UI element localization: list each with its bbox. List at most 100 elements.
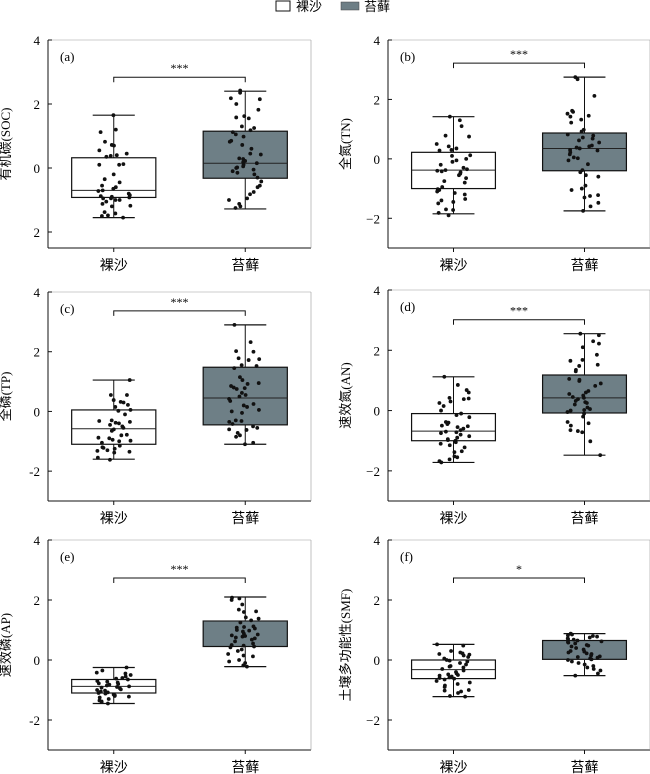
- data-point: [124, 432, 129, 437]
- data-point: [569, 659, 574, 664]
- box-group-bare: [71, 113, 157, 220]
- data-point: [117, 198, 122, 202]
- data-point: [447, 114, 452, 119]
- data-point: [233, 635, 238, 640]
- panel-f: 4 2 0 −2 土壤多功能性(SMF) (f) 裸沙 苔藓 *: [338, 533, 650, 774]
- data-point: [576, 661, 581, 665]
- data-point: [587, 635, 592, 640]
- data-point: [240, 411, 244, 415]
- box-group-bare: [410, 642, 497, 699]
- data-point: [240, 602, 245, 607]
- panel-c: 4 2 0 -2 全磷(TP) (c) 裸沙 苔藓 ***: [0, 285, 312, 527]
- data-point: [455, 682, 460, 686]
- data-point: [442, 685, 447, 689]
- data-point: [99, 700, 104, 704]
- data-point: [455, 383, 460, 387]
- data-point: [452, 676, 457, 681]
- data-point: [566, 637, 570, 641]
- data-point: [103, 688, 107, 693]
- data-point: [462, 192, 467, 197]
- significance-label: ***: [510, 304, 528, 318]
- x-tick-label: 苔藓: [231, 257, 259, 274]
- data-point: [228, 96, 233, 101]
- data-point: [452, 450, 457, 455]
- data-point: [574, 145, 579, 150]
- data-point: [115, 685, 119, 689]
- data-point: [107, 436, 112, 441]
- data-point: [589, 653, 593, 658]
- data-point: [592, 93, 597, 98]
- data-point: [109, 204, 114, 209]
- data-point: [575, 655, 580, 659]
- data-point: [228, 645, 233, 650]
- box-group-bare: [410, 114, 497, 218]
- data-point: [248, 128, 253, 133]
- y-tick-label: 0: [34, 404, 41, 419]
- data-point: [599, 639, 604, 644]
- x-tick-label: 裸沙: [100, 511, 128, 527]
- data-point: [252, 636, 257, 641]
- data-point: [466, 396, 471, 401]
- data-point: [239, 124, 244, 129]
- data-point: [237, 394, 242, 399]
- data-point: [568, 423, 573, 428]
- data-point: [235, 431, 240, 435]
- data-point: [126, 402, 130, 407]
- data-point: [580, 430, 585, 435]
- data-point: [249, 146, 254, 151]
- data-point: [458, 428, 463, 433]
- data-point: [437, 148, 442, 153]
- data-point: [459, 449, 464, 454]
- data-point: [106, 213, 110, 218]
- data-point: [245, 405, 249, 409]
- data-point: [242, 114, 247, 119]
- legend-label-moss: 苔藓: [364, 0, 390, 14]
- significance-label: *: [516, 562, 522, 576]
- data-point: [445, 422, 450, 427]
- legend-label-bare: 裸沙: [296, 0, 322, 14]
- data-point: [442, 179, 447, 184]
- data-point: [123, 674, 128, 679]
- data-point: [227, 659, 232, 664]
- data-point: [446, 144, 451, 149]
- data-point: [443, 133, 448, 138]
- data-point: [105, 448, 110, 453]
- data-point: [121, 425, 126, 430]
- data-point: [116, 682, 121, 686]
- data-point: [596, 200, 601, 205]
- x-tick-label: 裸沙: [440, 511, 468, 527]
- data-point: [237, 156, 242, 161]
- data-point: [252, 626, 257, 631]
- data-point: [463, 197, 468, 201]
- data-point: [100, 440, 104, 445]
- data-point: [258, 152, 263, 157]
- data-point: [241, 134, 246, 139]
- y-axis-label: 全磷(TP): [0, 372, 13, 422]
- y-tick-label: 2: [374, 593, 381, 608]
- data-point: [566, 650, 571, 655]
- data-point: [568, 408, 573, 413]
- data-point: [97, 162, 102, 167]
- data-point: [567, 152, 572, 157]
- y-tick-label: 2: [34, 593, 41, 608]
- box: [541, 374, 628, 414]
- data-point: [106, 697, 111, 701]
- data-point: [251, 654, 255, 659]
- data-point: [234, 102, 239, 106]
- data-point: [440, 667, 445, 671]
- data-point: [439, 460, 444, 465]
- data-point: [245, 664, 249, 669]
- panel-label: (b): [400, 49, 415, 64]
- data-point: [441, 404, 446, 408]
- data-point: [121, 215, 125, 220]
- data-point: [251, 349, 256, 354]
- data-point: [461, 426, 466, 431]
- data-point: [98, 130, 103, 135]
- data-point: [568, 428, 573, 433]
- data-point: [442, 374, 447, 379]
- data-point: [104, 683, 109, 688]
- data-point: [255, 185, 260, 190]
- data-point: [437, 676, 442, 680]
- data-point: [580, 345, 585, 350]
